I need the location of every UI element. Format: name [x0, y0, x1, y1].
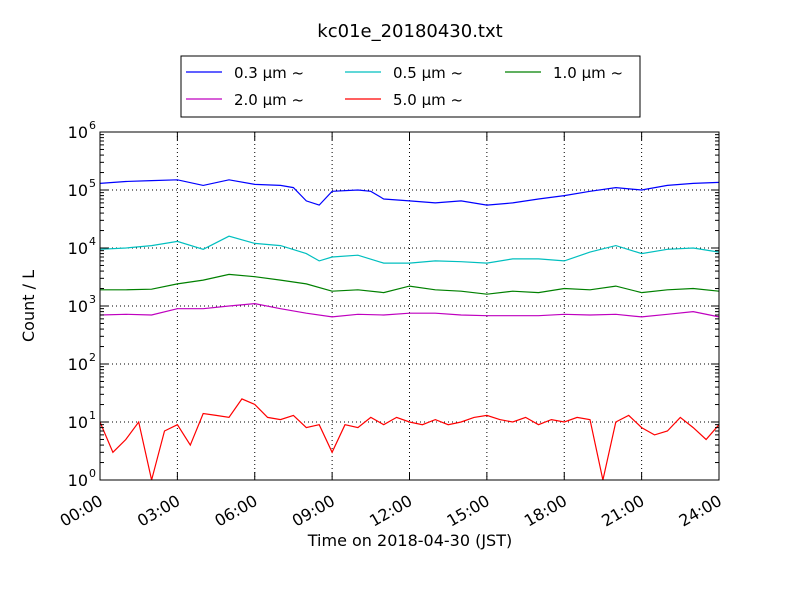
x-tick-label: 03:00 — [134, 491, 183, 531]
legend-label-4: 5.0 μm ~ — [393, 91, 463, 109]
x-tick-label: 09:00 — [289, 491, 338, 531]
legend-box — [180, 55, 641, 118]
chart-title: kc01e_20180430.txt — [317, 21, 502, 42]
y-tick-label: 10 — [68, 239, 88, 258]
y-tick-label: 10 — [68, 181, 88, 200]
x-tick-label: 06:00 — [211, 491, 260, 531]
y-tick-exponent: 3 — [89, 293, 96, 306]
x-tick-label: 00:00 — [57, 491, 106, 531]
y-tick-exponent: 5 — [89, 177, 96, 190]
legend-label-3: 2.0 μm ~ — [234, 91, 304, 109]
legend-label-0: 0.3 μm ~ — [234, 64, 304, 82]
y-tick-label: 10 — [68, 355, 88, 374]
series-line-4 — [99, 398, 720, 481]
y-tick-label: 10 — [68, 471, 88, 490]
legend: 0.3 μm ~ 0.5 μm ~ 1.0 μm ~ 2.0 μm ~ 5.0 μm ~ — [180, 55, 641, 118]
legend-label-2: 1.0 μm ~ — [553, 64, 623, 82]
y-tick-exponent: 1 — [89, 409, 96, 422]
x-tick-label: 12:00 — [366, 491, 415, 531]
x-axis-label: Time on 2018-04-30 (JST) — [307, 531, 512, 550]
x-tick-label: 15:00 — [443, 491, 492, 531]
series-line-0 — [99, 179, 720, 206]
y-tick-label: 10 — [68, 297, 88, 316]
y-tick-label: 10 — [68, 123, 88, 142]
series-line-3 — [99, 302, 720, 318]
x-tick-label: 18:00 — [521, 491, 570, 531]
y-tick-exponent: 6 — [89, 119, 96, 132]
series-line-2 — [100, 273, 720, 295]
y-tick-exponent: 0 — [89, 467, 96, 480]
y-tick-label: 10 — [68, 413, 88, 432]
y-tick-exponent: 4 — [89, 235, 96, 248]
y-axis-label: Count / L — [19, 270, 38, 342]
x-tick-label: 21:00 — [598, 491, 647, 531]
series-group — [99, 179, 720, 481]
legend-label-1: 0.5 μm ~ — [393, 64, 463, 82]
series-line-1 — [99, 235, 720, 264]
y-tick-exponent: 2 — [89, 351, 96, 364]
x-tick-label: 24:00 — [676, 491, 725, 531]
